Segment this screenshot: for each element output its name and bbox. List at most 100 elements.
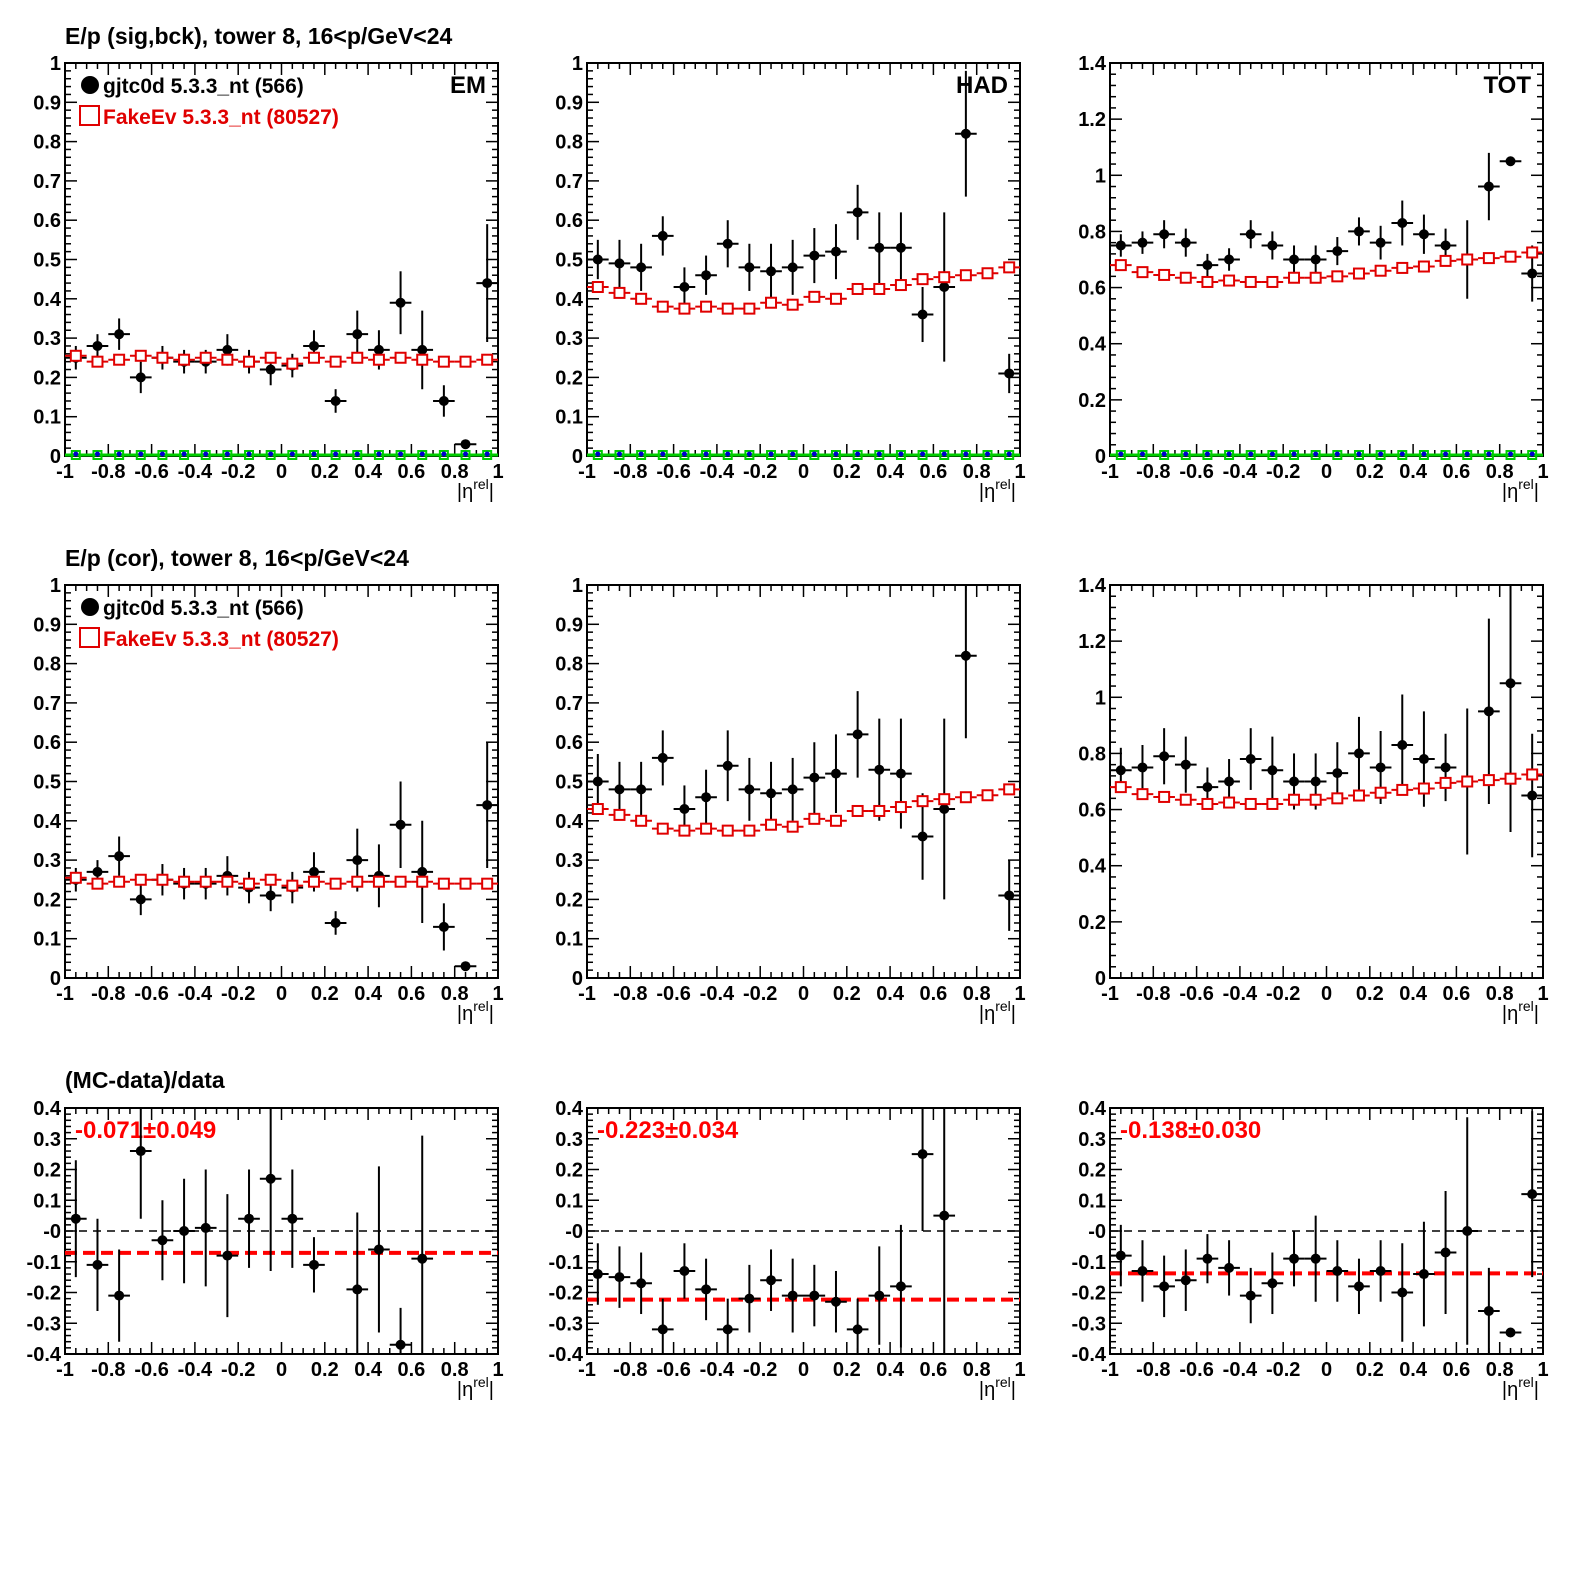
data-point [1462, 1226, 1473, 1236]
data-point [1224, 254, 1235, 265]
x-axis-label: |ηrel| [979, 1374, 1016, 1401]
data-point [830, 1296, 841, 1307]
flat-marker [787, 450, 798, 460]
data-point [1245, 754, 1256, 765]
x-tick-label: -1 [56, 983, 74, 1005]
data-point [70, 1213, 81, 1224]
flat-marker [1375, 450, 1386, 460]
x-tick-label: -0.6 [134, 1359, 168, 1381]
data-point [135, 372, 146, 383]
data-point [1115, 1250, 1126, 1261]
y-tick-label: 0 [50, 968, 61, 990]
flat-marker [636, 450, 647, 460]
data-point [482, 278, 493, 289]
mc-series [1110, 768, 1543, 810]
row-title-2: E/p (cor), tower 8, 16<p/GeV<24 [65, 545, 409, 571]
y-tick-label: 0.8 [555, 654, 583, 676]
y-tick-label: 0.2 [33, 1160, 61, 1182]
data-point [895, 768, 906, 779]
x-tick-label: -0.2 [743, 1359, 777, 1381]
y-tick-label: 1 [50, 575, 61, 597]
x-tick-label: 0.4 [1399, 983, 1428, 1005]
x-tick-label: 0.4 [876, 461, 905, 483]
flat-dot [1248, 451, 1254, 457]
mc-marker [829, 292, 842, 305]
data-point [244, 1213, 255, 1224]
data-point [287, 1213, 298, 1224]
flat-marker [265, 450, 276, 460]
mc-marker [459, 877, 472, 890]
flat-dot [1183, 451, 1189, 457]
panel-0-1: -1 -0.8 -0.6 -0.4 -0.2 0 0.2 0.4 0.6 0.8 1|ηrel|00… [555, 53, 1025, 503]
flat-dot [1118, 451, 1124, 457]
flat-marker [135, 450, 146, 460]
flat-marker [1115, 450, 1126, 460]
flat-dot [246, 451, 252, 457]
data-point [1332, 246, 1343, 257]
data-point [417, 866, 428, 877]
flat-dot [725, 451, 731, 457]
panel-label-had: HAD [956, 72, 1008, 99]
y-tick-label: -0 [1088, 1221, 1106, 1243]
data-point [809, 1290, 820, 1301]
y-tick-label: 0.2 [33, 367, 61, 389]
data-point [852, 207, 863, 218]
flat-dot [1334, 451, 1340, 457]
x-tick-label: 0.2 [1356, 461, 1384, 483]
mc-marker [351, 875, 364, 888]
data-point [1375, 237, 1386, 248]
mc-marker [1352, 789, 1365, 802]
y-tick-label: 0 [572, 446, 583, 468]
flat-dot [855, 451, 861, 457]
flat-dot [1356, 451, 1362, 457]
x-tick-label: -0.4 [700, 1359, 735, 1381]
x-tick-label: 0 [1321, 983, 1332, 1005]
flat-dot [1529, 451, 1535, 457]
data-point [1202, 260, 1213, 271]
mc-marker [894, 801, 907, 814]
flat-dot [354, 451, 360, 457]
flat-marker [1440, 450, 1451, 460]
x-tick-label: -1 [1101, 1359, 1119, 1381]
data-point [1527, 268, 1538, 279]
flat-marker [417, 450, 428, 460]
data-point [1289, 776, 1300, 787]
y-tick-label: 0.2 [33, 889, 61, 911]
data-point [1159, 229, 1170, 240]
mc-marker [1158, 268, 1171, 281]
mc-marker [635, 292, 648, 305]
flat-dot [898, 451, 904, 457]
data-point [460, 439, 471, 450]
flat-marker [1353, 450, 1364, 460]
x-tick-label: -0.2 [743, 461, 777, 483]
mc-marker [635, 814, 648, 827]
y-tick-label: -0.2 [1072, 1283, 1106, 1305]
y-tick-label: 0.2 [1078, 1160, 1106, 1182]
mc-marker [1201, 275, 1214, 288]
x-tick-label: -0.4 [1223, 1359, 1258, 1381]
x-tick-label: 0.6 [919, 983, 947, 1005]
flat-marker [809, 450, 820, 460]
flat-dot [1421, 451, 1427, 457]
mc-marker [286, 357, 299, 370]
mc-marker [437, 355, 450, 368]
x-tick-label: -0.6 [1179, 1359, 1213, 1381]
x-tick-label: 0 [798, 983, 809, 1005]
x-tick-label: -0.2 [743, 983, 777, 1005]
x-tick-label: 0.2 [311, 1359, 339, 1381]
mc-marker [873, 804, 886, 817]
legend-mc-marker [79, 627, 100, 648]
flat-marker [157, 450, 168, 460]
flat-marker [1180, 450, 1191, 460]
x-axis-label: |ηrel| [1502, 476, 1539, 503]
legend-mc-label: FakeEv 5.3.3_nt (80527) [103, 106, 339, 129]
x-tick-label: -0.8 [613, 1359, 647, 1381]
data-point [1267, 240, 1278, 251]
mc-marker [656, 822, 669, 835]
x-tick-label: 0.6 [397, 1359, 425, 1381]
legend-data-marker [81, 76, 99, 94]
y-tick-label: 0.4 [1078, 1098, 1107, 1120]
mc-marker [69, 871, 82, 884]
flat-dot [138, 451, 144, 457]
flat-marker [1505, 450, 1516, 460]
